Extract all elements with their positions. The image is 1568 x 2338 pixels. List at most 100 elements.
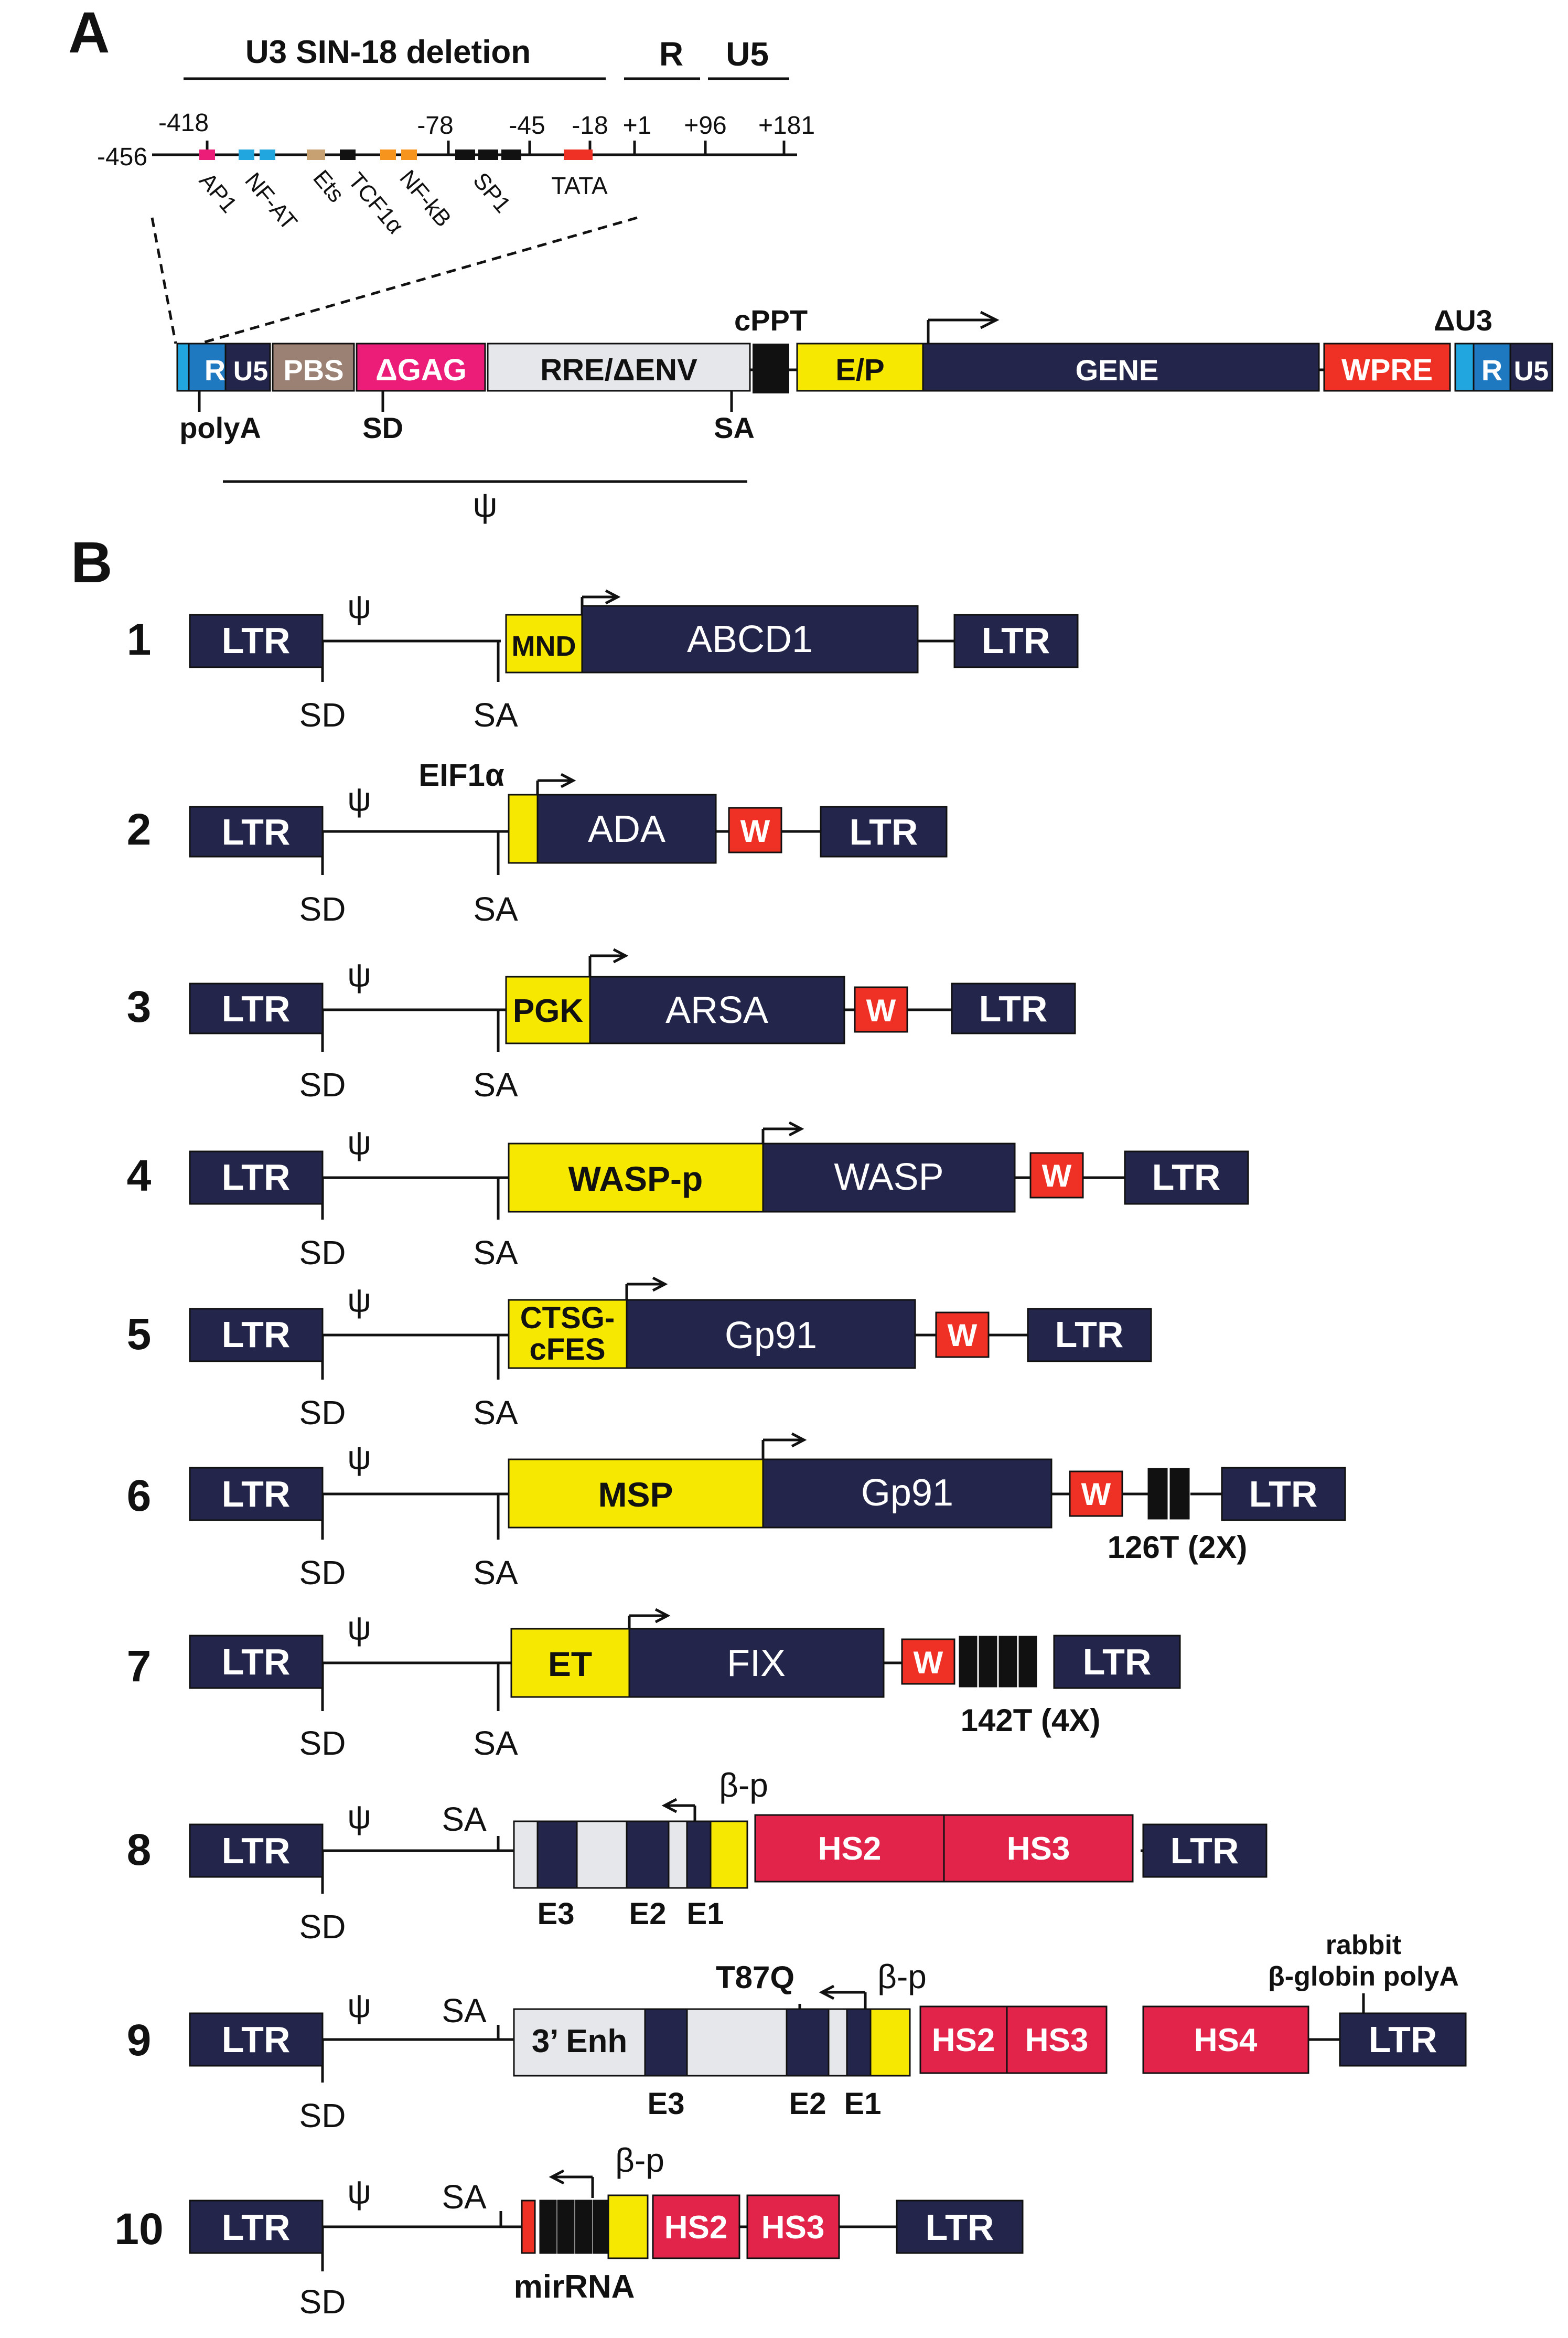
pbs-segment: [272, 343, 355, 392]
c7-wpre-label: W: [914, 1645, 943, 1680]
u5-header: U5: [726, 35, 769, 73]
ltr-u5: [224, 343, 271, 392]
c9-hs4-label: HS4: [1194, 2022, 1258, 2058]
sp1-site-2: [478, 150, 498, 160]
c6-ltr-left-label: LTR: [222, 1474, 291, 1514]
c4-promoter-label: WASP-p: [568, 1159, 703, 1198]
u3-deletion-header: U3 SIN-18 deletion: [245, 34, 531, 70]
c8-exon-2: [626, 1820, 670, 1889]
c8-intron-3: [668, 1820, 688, 1889]
c9-enh-label: 3’ Enh: [532, 2023, 628, 2059]
c7-ltr-left-label: LTR: [222, 1641, 291, 1682]
c10-ltr-left: [189, 2200, 324, 2254]
c10-mirna-label: mirRNA: [514, 2269, 635, 2305]
c8-sd: SD: [299, 1908, 346, 1946]
c9-psi: ψ: [347, 1987, 371, 2024]
ltr3-u5: [1509, 343, 1553, 392]
wpre-segment: [1323, 343, 1451, 392]
c10-ltr-right: [896, 2200, 1024, 2254]
c8-e2: E2: [629, 1897, 667, 1931]
c1-sd: SD: [299, 696, 346, 734]
c3-gene-label: ARSA: [665, 989, 768, 1031]
r-header: R: [659, 35, 683, 73]
c9-exon-1: [846, 2008, 872, 2077]
c10-hs3: [746, 2194, 840, 2259]
c8-intron-2: [576, 1820, 628, 1889]
c5-psi: ψ: [347, 1281, 371, 1319]
c5-sa: SA: [473, 1394, 518, 1432]
c5-wpre-label: W: [948, 1318, 978, 1353]
c2-ltr-right: [820, 806, 948, 858]
c8-intron-1: [513, 1820, 539, 1889]
c6-psi: ψ: [347, 1438, 371, 1476]
ep-segment: [796, 343, 924, 392]
c9-polya-line2: β-globin polyA: [1268, 1961, 1459, 1992]
c9-ltr-left-label: LTR: [222, 2019, 291, 2060]
c9-polya-line1: rabbit: [1326, 1930, 1401, 1960]
c7-ltr-left: [189, 1635, 324, 1689]
c8-hs2: [754, 1814, 945, 1883]
tcf1a-site: [340, 150, 356, 160]
c1-ltr-right-label: LTR: [982, 620, 1050, 661]
c10-psi: ψ: [347, 2173, 371, 2211]
c8-ltr-left-label: LTR: [222, 1830, 291, 1871]
ets-site: [307, 150, 325, 160]
c6-ltr-left: [189, 1467, 324, 1521]
c10-number: 10: [114, 2204, 163, 2254]
c9-intron-2: [686, 2008, 788, 2077]
c2-gene-label: ADA: [588, 808, 665, 850]
ltr-r: [188, 343, 231, 392]
c9-ltr-right: [1339, 2012, 1467, 2067]
c1-promoter: [505, 614, 583, 674]
c2-wpre: [728, 807, 782, 853]
c3-promoter-label: PGK: [513, 993, 584, 1029]
ap1-site: [199, 150, 215, 160]
c7-gene: [628, 1628, 885, 1698]
c5-sd: SD: [299, 1394, 346, 1432]
c6-promoter: [508, 1458, 764, 1529]
c2-gene: [536, 794, 717, 864]
c5-promoter-line2: cFES: [529, 1332, 605, 1366]
panel-b-shapes: [189, 605, 1467, 2259]
c7-number: 7: [127, 1641, 152, 1691]
c1-gene-label: ABCD1: [687, 618, 813, 660]
c8-e1: E1: [687, 1897, 724, 1931]
c2-ltr-right-label: LTR: [850, 812, 918, 852]
c2-ltr-left: [189, 806, 324, 858]
c3-number: 3: [127, 982, 152, 1031]
sd-label-a: SD: [362, 411, 403, 444]
pos-78: -78: [417, 112, 453, 140]
c10-mirt-2: [557, 2200, 575, 2254]
c8-psi: ψ: [347, 1798, 371, 1835]
c10-hs3-label: HS3: [761, 2209, 825, 2246]
psi-label-a: ψ: [472, 485, 497, 524]
polya-label: polyA: [179, 411, 261, 444]
nfat-site-1: [239, 150, 254, 160]
c6-gene-label: Gp91: [861, 1472, 953, 1514]
nfkb-site-2: [401, 150, 417, 160]
c2-ltr-left-label: LTR: [222, 812, 291, 852]
c9-number: 9: [127, 2015, 152, 2065]
c10-sa: SA: [442, 2178, 487, 2216]
panel-b-label: B: [71, 530, 112, 595]
c5-wpre: [935, 1311, 990, 1358]
c3-wpre-label: W: [866, 993, 896, 1028]
rre-segment: [487, 343, 751, 392]
c10-mirt-1: [539, 2200, 557, 2254]
c4-ltr-left: [189, 1150, 324, 1205]
c8-hs2-label: HS2: [818, 1831, 882, 1867]
c9-sd: SD: [299, 2097, 346, 2134]
c8-hs3: [943, 1814, 1134, 1883]
panel-a-label: A: [68, 1, 110, 65]
site-sp1: SP1: [468, 168, 515, 218]
gag-segment: [356, 343, 486, 392]
c7-ltr-right: [1053, 1635, 1181, 1689]
cppt-label: cPPT: [734, 304, 808, 337]
c1-gene: [581, 605, 919, 674]
c8-ltr-right: [1142, 1823, 1268, 1878]
c4-number: 4: [127, 1151, 152, 1200]
c4-wpre: [1029, 1152, 1084, 1199]
c3-ltr-left: [189, 983, 324, 1034]
c6-promoter-label: MSP: [598, 1475, 673, 1514]
